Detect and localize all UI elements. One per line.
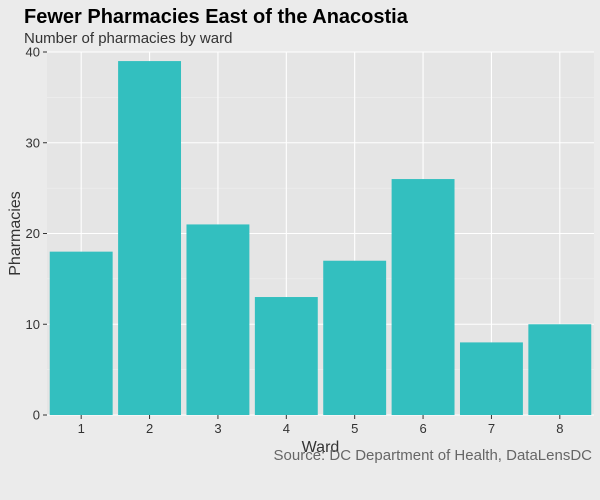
- y-tick-label: 0: [33, 408, 40, 423]
- x-tick-label: 8: [556, 421, 563, 436]
- source-caption: Source: DC Department of Health, DataLen…: [273, 447, 592, 464]
- x-tick-label: 2: [146, 421, 153, 436]
- x-tick-label: 7: [488, 421, 495, 436]
- bar-ward-2: [118, 61, 182, 415]
- bar-ward-1: [49, 251, 113, 415]
- bar-ward-4: [254, 297, 318, 415]
- bar-ward-5: [323, 260, 387, 415]
- x-tick-label: 5: [351, 421, 358, 436]
- y-tick-label: 10: [26, 317, 40, 332]
- y-tick-label: 30: [26, 135, 40, 150]
- y-tick-label: 20: [26, 226, 40, 241]
- chart-subtitle: Number of pharmacies by ward: [24, 30, 233, 47]
- y-axis: 0 10 20 30 40: [26, 45, 47, 423]
- x-tick-label: 4: [283, 421, 290, 436]
- bar-ward-3: [186, 224, 250, 415]
- bar-ward-6: [391, 179, 455, 415]
- bar-ward-8: [528, 324, 592, 415]
- bars: [49, 61, 592, 415]
- bar-ward-7: [459, 342, 523, 415]
- chart-title: Fewer Pharmacies East of the Anacostia: [24, 6, 408, 28]
- x-axis-title: Ward: [302, 439, 340, 456]
- x-tick-label: 1: [78, 421, 85, 436]
- y-tick-label: 40: [26, 45, 40, 60]
- x-tick-label: 3: [214, 421, 221, 436]
- x-axis: 1 2 3 4 5 6 7 8: [78, 415, 563, 436]
- y-axis-title: Pharmacies: [7, 191, 24, 275]
- x-tick-label: 6: [419, 421, 426, 436]
